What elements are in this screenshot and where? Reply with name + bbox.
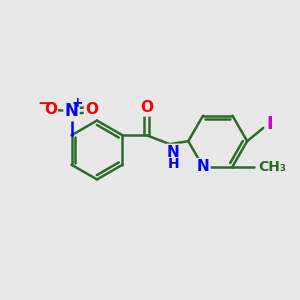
Text: CH₃: CH₃	[258, 160, 286, 174]
Text: O: O	[140, 100, 153, 116]
Text: O: O	[44, 102, 57, 117]
Text: N: N	[64, 102, 78, 120]
Text: −: −	[38, 96, 50, 111]
Text: N: N	[167, 145, 179, 160]
Text: +: +	[72, 96, 83, 110]
Text: H: H	[167, 157, 179, 170]
Text: I: I	[266, 116, 273, 134]
Text: O: O	[85, 102, 98, 117]
Text: N: N	[196, 159, 209, 174]
